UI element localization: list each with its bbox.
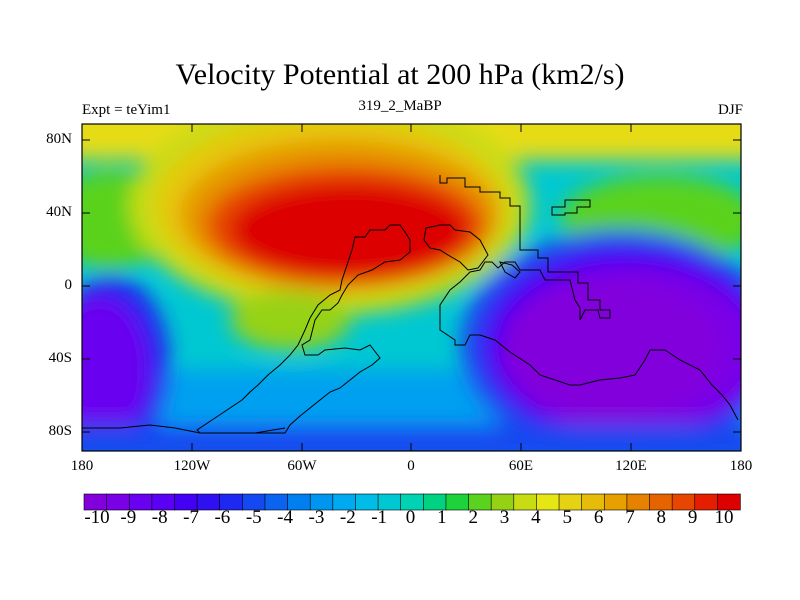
lon-label-180e: 180 [729,458,753,474]
colorbar-label: -7 [183,507,199,528]
colorbar-label: 1 [437,507,447,528]
colorbar-label: -5 [245,507,262,528]
colorbar-label: 6 [593,507,604,528]
colorbar-label: -1 [371,507,388,528]
lon-label-180w: 180 [70,458,94,474]
colorbar-label: 7 [625,507,635,528]
lat-label-40n: 40N [46,204,72,220]
colorbar [83,493,741,511]
season-label: DJF [717,102,743,118]
lon-label-60w: 60W [287,458,317,474]
plot-title: Velocity Potential at 200 hPa (km2/s) [175,58,625,91]
colorbar-label: -8 [151,507,168,528]
colorbar-label: 5 [562,507,573,528]
lat-label-80n: 80N [46,131,72,147]
lon-label-60e: 60E [508,458,534,474]
lat-label-40s: 40S [48,350,72,366]
colorbar-label: 8 [656,507,667,528]
lat-label-80s: 80S [48,423,72,439]
colorbar-label: -4 [277,507,293,528]
lat-label-0: 0 [64,277,73,293]
colorbar-label: -10 [84,507,110,528]
colorbar-label: -3 [308,507,325,528]
lon-label-120e: 120E [615,458,647,474]
lon-label-0: 0 [407,458,415,474]
colorbar-label: 3 [499,507,510,528]
colorbar-label: 0 [405,507,416,528]
colorbar-label: 4 [531,507,541,528]
coastline [82,175,739,434]
axis-ticks [81,124,742,451]
colorbar-label: 2 [468,507,478,528]
colorbar-label: -9 [120,507,137,528]
colorbar-label: -2 [339,507,356,528]
lon-label-120w: 120W [173,458,211,474]
colorbar-swatch [717,493,741,511]
colorbar-label: 9 [687,507,698,528]
experiment-label: Expt = teYim1 [82,102,171,118]
colorbar-label: -6 [214,507,231,528]
case-label: 319_2_MaBP [358,98,442,114]
contour-field [82,124,741,451]
colorbar-label: 10 [714,507,734,528]
